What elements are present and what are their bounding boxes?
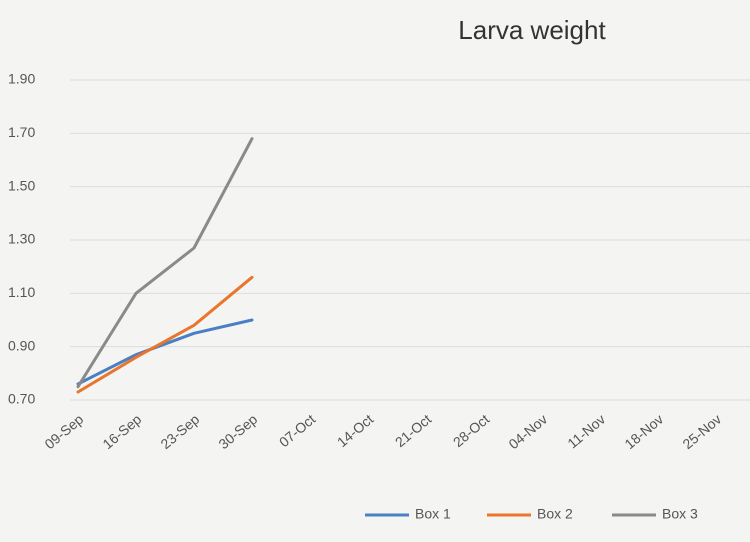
- y-tick-label: 1.90: [8, 71, 35, 87]
- x-tick-label: 04-Nov: [505, 411, 550, 452]
- y-tick-label: 1.30: [8, 231, 35, 247]
- legend-label: Box 3: [662, 506, 698, 522]
- x-tick-label: 11-Nov: [564, 411, 608, 452]
- y-tick-label: 1.70: [8, 124, 35, 140]
- x-tick-label: 23-Sep: [157, 411, 202, 452]
- series-line: [76, 137, 254, 389]
- x-tick-label: 16-Sep: [99, 411, 144, 452]
- x-tick-label: 28-Oct: [450, 411, 493, 450]
- x-tick-label: 14-Oct: [334, 411, 377, 450]
- x-tick-label: 07-Oct: [276, 411, 319, 450]
- y-tick-label: 1.10: [8, 284, 35, 300]
- series-line: [76, 275, 254, 394]
- x-tick-label: 25-Nov: [679, 411, 724, 452]
- x-tick-label: 18-Nov: [621, 411, 666, 452]
- x-tick-label: 21-Oct: [392, 411, 435, 450]
- series-line: [76, 318, 254, 386]
- y-tick-label: 0.90: [8, 337, 35, 353]
- legend-label: Box 2: [537, 506, 573, 522]
- y-tick-label: 1.50: [8, 177, 35, 193]
- x-tick-label: 30-Sep: [215, 411, 260, 452]
- chart-title: Larva weight: [458, 15, 606, 45]
- y-tick-label: 0.70: [8, 391, 35, 407]
- x-tick-label: 09-Sep: [41, 411, 86, 452]
- legend-label: Box 1: [415, 506, 451, 522]
